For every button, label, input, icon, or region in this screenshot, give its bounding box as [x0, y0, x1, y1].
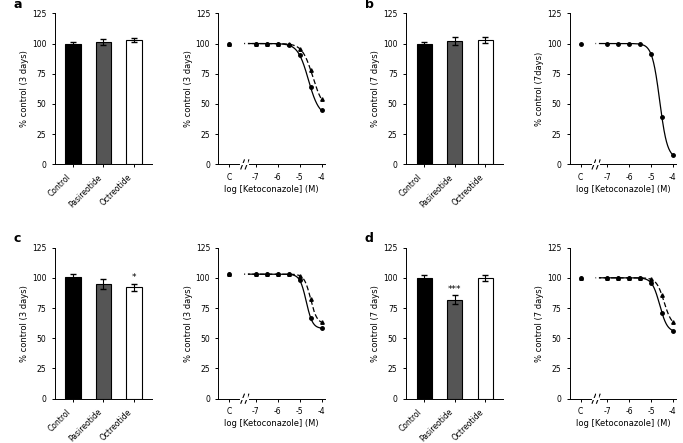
Text: a: a: [14, 0, 22, 11]
Bar: [477, 40, 493, 164]
Bar: [447, 299, 462, 399]
Bar: [96, 284, 111, 399]
Y-axis label: % control (3 days): % control (3 days): [184, 51, 193, 127]
Y-axis label: % control (3 days): % control (3 days): [20, 285, 29, 361]
Text: *: *: [132, 273, 136, 282]
Bar: [66, 276, 81, 399]
Bar: [66, 43, 81, 164]
Bar: [477, 278, 493, 399]
Y-axis label: % control (7 days): % control (7 days): [372, 285, 380, 361]
X-axis label: log [Ketoconazole] (M): log [Ketoconazole] (M): [576, 419, 670, 428]
Text: ***: ***: [448, 284, 462, 294]
Bar: [417, 278, 432, 399]
Text: d: d: [365, 233, 374, 245]
Y-axis label: % control (7days): % control (7days): [535, 52, 544, 126]
X-axis label: log [Ketoconazole] (M): log [Ketoconazole] (M): [224, 185, 319, 194]
Bar: [447, 41, 462, 164]
Bar: [417, 43, 432, 164]
Text: b: b: [365, 0, 374, 11]
Bar: [126, 40, 141, 164]
Bar: [126, 288, 141, 399]
Y-axis label: % control (3 days): % control (3 days): [20, 51, 29, 127]
X-axis label: log [Ketoconazole] (M): log [Ketoconazole] (M): [576, 185, 670, 194]
Y-axis label: % control (7 days): % control (7 days): [372, 51, 380, 127]
Bar: [96, 43, 111, 164]
Text: c: c: [14, 233, 21, 245]
X-axis label: log [Ketoconazole] (M): log [Ketoconazole] (M): [224, 419, 319, 428]
Y-axis label: % control (7 days): % control (7 days): [535, 285, 544, 361]
Y-axis label: % control (3 days): % control (3 days): [184, 285, 193, 361]
